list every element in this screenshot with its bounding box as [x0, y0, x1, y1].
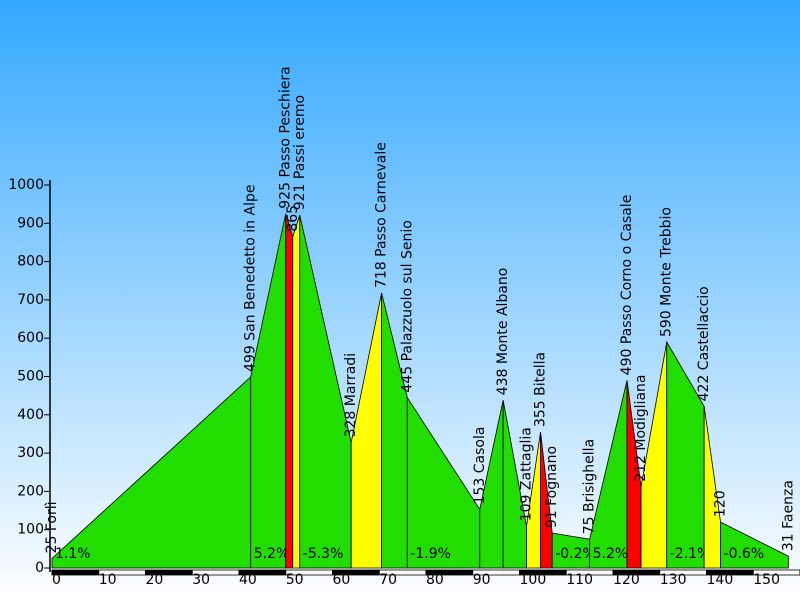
y-tick-label: 1000 — [8, 177, 44, 193]
point-label: 109 Zattaglia — [519, 427, 535, 521]
point-label: 925 Passo Peschiera — [278, 66, 294, 208]
x-axis-stripe — [145, 570, 193, 575]
y-tick-label: 100 — [17, 522, 44, 538]
point-label: 590 Monte Trebbio — [659, 207, 675, 337]
x-tick-label: 80 — [426, 572, 444, 588]
point-label: 91 Fognano — [544, 446, 560, 528]
y-tick-label: 500 — [17, 369, 44, 385]
point-label: 31 Faenza — [780, 480, 796, 551]
point-label: 355 Bitella — [533, 352, 549, 427]
point-label: 75 Brisighella — [582, 439, 598, 534]
y-tick-label: 300 — [17, 445, 44, 461]
x-axis-stripe — [332, 570, 380, 575]
profile-segment — [720, 521, 789, 569]
point-label: 120 — [713, 490, 729, 517]
x-tick-label: 70 — [379, 572, 397, 588]
point-label: 445 Palazzuolo sul Senio — [399, 220, 415, 392]
grade-label: -1.9% — [410, 546, 451, 562]
point-label: 921 Passi eremo — [292, 95, 308, 210]
point-label: 499 San Benedetto in Alpe — [243, 185, 259, 372]
x-tick-label: 100 — [520, 572, 547, 588]
x-tick-label: 110 — [566, 572, 593, 588]
x-tick-label: 0 — [52, 572, 61, 588]
point-label: 490 Passo Corno o Casale — [619, 195, 635, 376]
y-tick-label: 700 — [17, 292, 44, 308]
y-tick-label: 200 — [17, 483, 44, 499]
grade-label: -0.6% — [724, 546, 765, 562]
x-tick-label: 150 — [753, 572, 780, 588]
x-axis-stripe — [426, 570, 473, 575]
x-axis-stripe — [239, 570, 286, 575]
point-label: 865 — [285, 205, 301, 232]
point-label: 212 Modigliana — [633, 375, 649, 482]
point-label: 25 Forlì — [44, 502, 60, 554]
x-axis-stripe — [706, 570, 754, 575]
x-axis-stripe — [613, 570, 660, 575]
x-tick-label: 130 — [660, 572, 687, 588]
x-tick-label: 90 — [473, 572, 491, 588]
profile-segment — [285, 213, 294, 569]
y-tick-label: 400 — [17, 407, 44, 423]
x-tick-label: 60 — [333, 572, 351, 588]
grade-label: 5.2% — [593, 546, 629, 562]
point-label: 328 Marradi — [343, 353, 359, 437]
x-tick-label: 10 — [99, 572, 117, 588]
point-label: 422 Castellaccio — [696, 286, 712, 401]
point-label: 438 Monte Albano — [495, 268, 511, 396]
x-tick-label: 30 — [192, 572, 210, 588]
x-tick-label: 140 — [707, 572, 734, 588]
grade-label: -0.2% — [555, 546, 596, 562]
x-axis-stripe — [52, 570, 99, 575]
grade-label: 1.1% — [55, 546, 91, 562]
x-tick-label: 20 — [146, 572, 164, 588]
point-label: 718 Passo Carnevale — [374, 142, 390, 288]
y-tick-label: 600 — [17, 330, 44, 346]
y-tick-label: 900 — [17, 215, 44, 231]
y-tick-label: 0 — [35, 560, 44, 576]
x-tick-label: 40 — [239, 572, 257, 588]
grade-label: -5.3% — [303, 546, 344, 562]
profile-segment — [292, 215, 301, 569]
x-axis-stripe — [519, 570, 567, 575]
x-tick-label: 50 — [286, 572, 304, 588]
x-tick-label: 120 — [613, 572, 640, 588]
grade-label: -2.1% — [670, 546, 711, 562]
point-label: 153 Casola — [472, 427, 488, 505]
y-tick-label: 800 — [17, 254, 44, 270]
grade-label: 5.2% — [254, 546, 290, 562]
